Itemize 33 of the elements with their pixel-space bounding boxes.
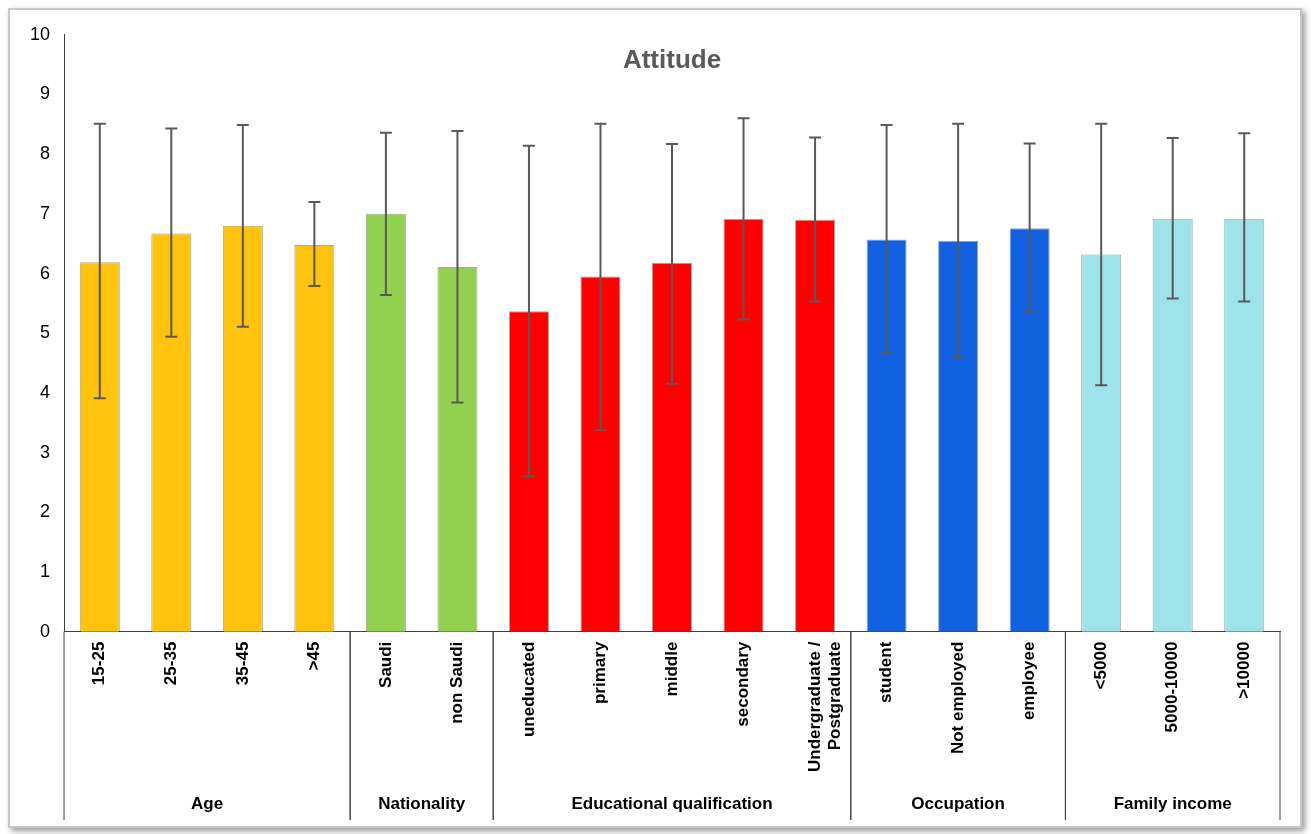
y-tick-label: 5 [40,322,51,343]
x-tick-label: 35-45 [232,641,252,686]
text: Family income [1113,793,1232,813]
x-tick-label: secondary [733,641,753,727]
y-tick-label: 2 [40,501,51,522]
x-tick-label: uneducated [518,641,538,738]
x-tick-label: student [876,641,896,704]
y-tick-label: 0 [40,620,51,641]
x-tick-label: employee [1019,641,1039,721]
x-tick-label: middle [661,641,681,697]
x-tick-label: 15-25 [89,641,109,686]
y-tick-label: 9 [40,83,51,104]
text: Nationality [378,793,466,813]
x-tick-label: >45 [304,641,324,671]
x-tick-label: 5000-10000 [1162,641,1182,733]
text: Occupation [911,793,1005,813]
x-tick-label: >10000 [1233,641,1253,699]
x-tick-label: 25-35 [161,641,180,686]
x-tick-label: non Saudi [447,641,467,724]
y-tick-label: 3 [40,441,51,462]
y-tick-label: 6 [40,262,51,283]
y-tick-label: 1 [40,560,51,581]
y-tick-label: 4 [40,381,51,402]
x-tick-label: primary [590,641,610,705]
text: Educational qualification [571,793,773,813]
text: Age [191,793,224,813]
y-tick-label: 7 [40,202,51,223]
chart-title: Attitude [622,43,722,74]
x-tick-label: <5000 [1090,641,1110,690]
x-tick-label: Saudi [375,641,395,688]
x-tick-label: Not employed [947,641,967,755]
y-tick-label: 10 [29,23,51,44]
y-tick-label: 8 [40,143,51,164]
